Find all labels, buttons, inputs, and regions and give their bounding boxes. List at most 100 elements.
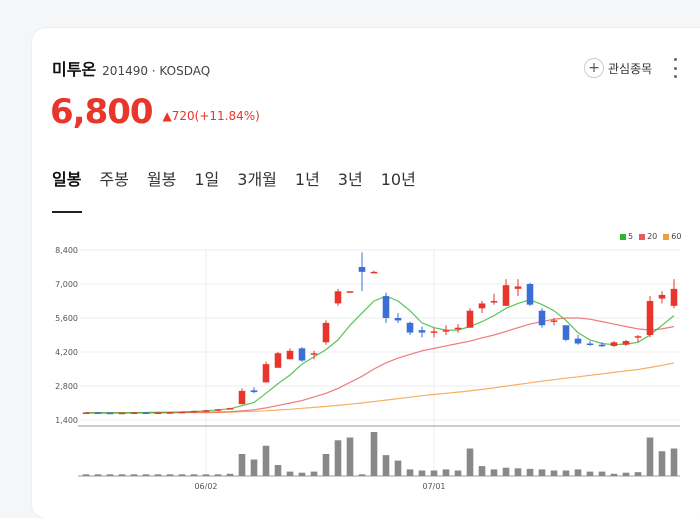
volume-bar xyxy=(154,474,162,476)
candle-body xyxy=(94,412,102,414)
price-chart[interactable]: 8,400 7,000 5,600 4,200 2,800 1,400 06/02 07/01 xyxy=(0,0,700,500)
tab-monthly[interactable]: 월봉 xyxy=(146,170,177,189)
candle-body xyxy=(190,411,198,413)
volume-bar xyxy=(598,471,606,476)
volume-bar xyxy=(670,448,678,476)
volume-bar xyxy=(454,470,462,476)
y-tick-label: 8,400 xyxy=(55,246,78,255)
y-tick-label: 7,000 xyxy=(55,280,78,289)
candle-body xyxy=(322,322,330,343)
candle-body xyxy=(370,271,378,274)
plus-icon: + xyxy=(584,58,604,78)
volume-bar xyxy=(562,470,570,476)
tab-daily[interactable]: 일봉 xyxy=(52,170,82,189)
volume-bar xyxy=(250,459,258,476)
tab-1year[interactable]: 1년 xyxy=(294,170,320,189)
volume-bar xyxy=(550,470,558,476)
volume-bar xyxy=(130,474,138,476)
tab-3year[interactable]: 3년 xyxy=(337,170,363,189)
volume-bar xyxy=(514,468,522,476)
y-tick-label: 5,600 xyxy=(55,314,78,323)
volume-bar xyxy=(418,470,426,476)
candle-body xyxy=(454,327,462,330)
volume-bar xyxy=(298,472,306,476)
volume-bar xyxy=(94,474,102,476)
volume-bar xyxy=(586,471,594,476)
candle-body xyxy=(634,336,642,338)
stock-name: 미투온 xyxy=(52,60,97,79)
legend-label: 20 xyxy=(647,232,658,241)
y-tick-label: 1,400 xyxy=(55,416,78,425)
candle-body xyxy=(658,294,666,299)
volume-bar xyxy=(658,451,666,476)
ma5-line xyxy=(86,295,675,414)
candle-body xyxy=(562,325,570,340)
volume-bar xyxy=(274,465,282,476)
ma60-line xyxy=(86,362,675,414)
candle-body xyxy=(406,322,414,333)
candle-body xyxy=(346,291,354,293)
candle-body xyxy=(430,331,438,333)
candle-body xyxy=(574,338,582,344)
tab-3month[interactable]: 3개월 xyxy=(237,170,277,189)
candle-body xyxy=(82,412,90,414)
active-tab-indicator xyxy=(52,211,82,213)
volume-bar xyxy=(346,437,354,476)
ma20-line xyxy=(86,317,675,414)
tab-1day[interactable]: 1일 xyxy=(194,170,220,189)
volume-bar xyxy=(502,467,510,476)
candle-body xyxy=(238,390,246,405)
candle-body xyxy=(526,284,534,305)
candle-body xyxy=(418,330,426,333)
volume-bar xyxy=(478,466,486,476)
stock-code-market: 201490 · KOSDAQ xyxy=(102,64,211,78)
candle-body xyxy=(502,285,510,306)
volume-bar xyxy=(334,440,342,476)
candle-body xyxy=(610,342,618,346)
stock-header: 미투온 201490 · KOSDAQ xyxy=(52,56,210,80)
x-tick-label: 06/02 xyxy=(194,482,217,491)
tab-weekly[interactable]: 주봉 xyxy=(99,170,129,189)
x-tick-label: 07/01 xyxy=(422,482,445,491)
chart-legend: 5 20 60 xyxy=(620,232,681,241)
candle-body xyxy=(226,408,234,410)
candle-body xyxy=(358,267,366,272)
candle-body xyxy=(286,350,294,360)
volume-bar xyxy=(106,474,114,476)
volume-bar xyxy=(262,445,270,476)
legend-ma20: 20 xyxy=(639,232,657,241)
candle-body xyxy=(118,412,126,415)
more-vertical-icon[interactable] xyxy=(672,58,678,78)
candle-body xyxy=(166,412,174,414)
candle-body xyxy=(106,412,114,415)
volume-bar xyxy=(490,469,498,476)
candle-body xyxy=(550,320,558,322)
volume-bar xyxy=(286,471,294,476)
volume-bar xyxy=(466,448,474,476)
y-tick-label: 2,800 xyxy=(55,382,78,391)
candle-body xyxy=(274,353,282,368)
tab-10year[interactable]: 10년 xyxy=(380,170,416,189)
legend-label: 5 xyxy=(628,232,634,241)
candle-body xyxy=(382,296,390,318)
volume-bar xyxy=(646,437,654,476)
watchlist-label: 관심종목 xyxy=(608,61,653,76)
candle-body xyxy=(202,410,210,412)
candle-body xyxy=(586,343,594,345)
volume-bar xyxy=(538,469,546,476)
volume-bar xyxy=(574,469,582,476)
stock-card xyxy=(32,28,700,518)
legend-label: 60 xyxy=(671,232,682,241)
period-tabs: 일봉 주봉 월봉 1일 3개월 1년 3년 10년 xyxy=(52,166,416,190)
volume-bar xyxy=(322,454,330,476)
candle-body xyxy=(130,412,138,414)
volume-bar xyxy=(178,474,186,476)
candle-body xyxy=(466,310,474,328)
watchlist-button[interactable]: + 관심종목 xyxy=(584,58,652,78)
candle-body xyxy=(154,412,162,414)
candle-body xyxy=(490,301,498,303)
volume-bar xyxy=(190,474,198,476)
volume-bar xyxy=(166,474,174,476)
candle-body xyxy=(514,286,522,289)
candle-body xyxy=(538,310,546,326)
